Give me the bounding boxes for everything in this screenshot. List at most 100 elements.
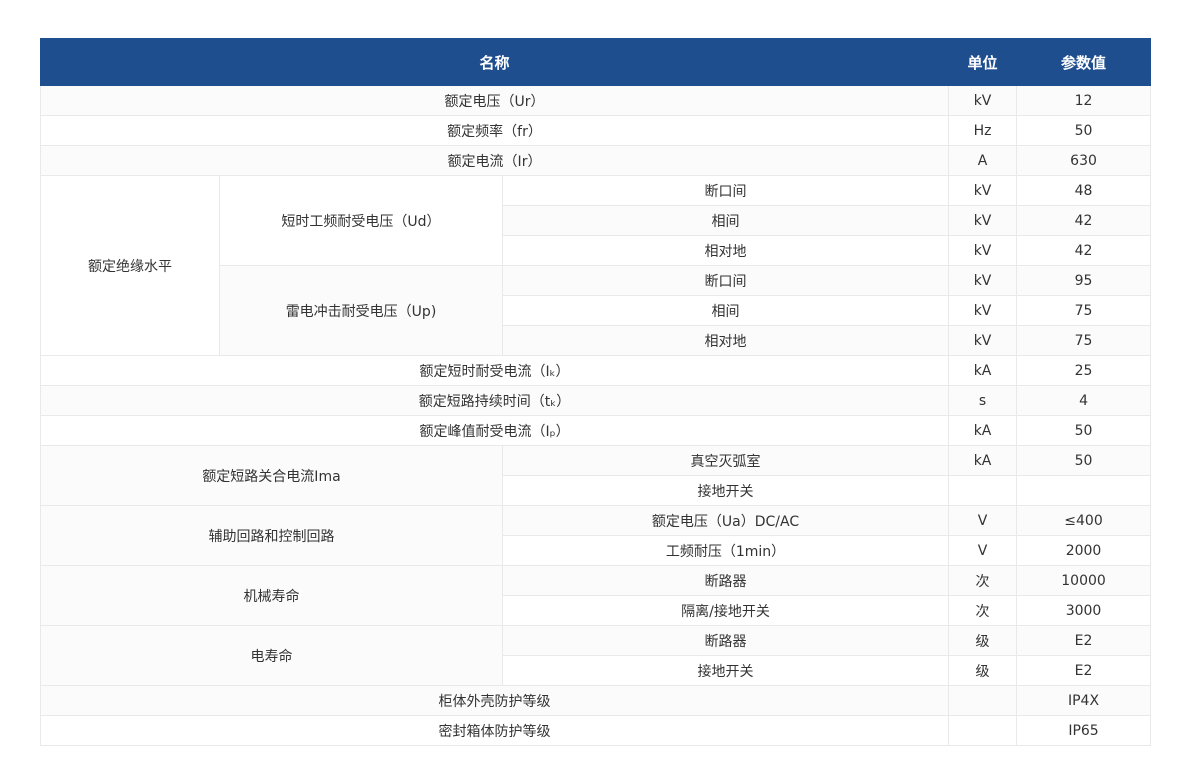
unit-cell: kV (948, 205, 1018, 236)
value-cell: 42 (1016, 235, 1152, 266)
unit-cell: 级 (948, 655, 1018, 686)
value-cell: 42 (1016, 205, 1152, 236)
param-name-cell: 相间 (501, 205, 950, 236)
param-name-cell: 工频耐压（1min） (501, 535, 950, 566)
unit-cell: V (948, 535, 1018, 566)
unit-cell: 次 (948, 565, 1018, 596)
table-row: 额定短路关合电流Ima 真空灭弧室 kA 50 (40, 445, 1152, 506)
value-cell: 3000 (1016, 595, 1152, 626)
value-cell: E2 (1016, 625, 1152, 656)
table-row: 额定绝缘水平 短时工频耐受电压（Ud） 断口间 kV 48 (40, 175, 1152, 356)
value-cell: 75 (1016, 325, 1152, 356)
table-row: 相间 kV 75 (41, 295, 1152, 326)
table-row: 密封箱体防护等级 IP65 (39, 715, 1152, 746)
value-cell: 25 (1016, 355, 1152, 386)
param-group-cell: 电寿命 (40, 625, 503, 686)
value-cell: 75 (1016, 295, 1152, 326)
header-row: 名称 单位 参数值 (39, 38, 1152, 86)
param-name-cell: 接地开关 (501, 475, 950, 506)
table-row: 相对地 kV 42 (41, 235, 1152, 266)
value-cell: 95 (1016, 265, 1152, 296)
unit-cell: kV (948, 325, 1018, 356)
spec-table-container: 名称 单位 参数值 额定电压（Ur） kV 12 额定频率（fr） Hz 50 … (39, 38, 1152, 746)
unit-cell (948, 475, 1018, 506)
table-row: 相间 kV 42 (41, 205, 1152, 236)
unit-cell: kV (948, 85, 1018, 116)
value-cell: IP65 (1016, 715, 1152, 746)
param-subgroup-cell: 短时工频耐受电压（Ud） (219, 175, 503, 266)
value-cell: 10000 (1016, 565, 1152, 596)
value-cell: ≤400 (1016, 505, 1152, 536)
param-name-cell: 额定频率（fr） (39, 115, 950, 146)
param-group-cell: 辅助回路和控制回路 (40, 505, 503, 566)
table-row: 柜体外壳防护等级 IP4X (39, 685, 1152, 716)
value-cell: IP4X (1016, 685, 1152, 716)
unit-cell: kV (948, 265, 1018, 296)
table-row: 辅助回路和控制回路 额定电压（Ua）DC/AC V ≤400 (40, 505, 1152, 566)
column-header-value: 参数值 (1016, 38, 1152, 86)
unit-cell: kV (948, 175, 1018, 206)
value-cell: 2000 (1016, 535, 1152, 566)
table-row: 电寿命 断路器 级 E2 (40, 625, 1152, 686)
value-cell: 12 (1016, 85, 1152, 116)
table-row: 雷电冲击耐受电压（Up) 断口间 kV 95 (41, 265, 1152, 356)
param-group-cell: 额定绝缘水平 (40, 175, 220, 356)
unit-cell (948, 715, 1018, 746)
unit-cell: kA (948, 415, 1018, 446)
spec-table: 名称 单位 参数值 额定电压（Ur） kV 12 额定频率（fr） Hz 50 … (39, 38, 1152, 746)
param-name-cell: 柜体外壳防护等级 (39, 685, 950, 716)
table-row: 工频耐压（1min） V 2000 (41, 535, 1152, 566)
param-name-cell: 相间 (501, 295, 950, 326)
unit-cell: kA (948, 355, 1018, 386)
param-name-cell: 断口间 (501, 175, 950, 206)
unit-cell: A (948, 145, 1018, 176)
param-name-cell: 断路器 (501, 565, 950, 596)
table-row: 相对地 kV 75 (41, 325, 1152, 356)
table-row: 额定频率（fr） Hz 50 (39, 115, 1152, 146)
param-name-cell: 断路器 (501, 625, 950, 656)
param-group-cell: 额定短路关合电流Ima (40, 445, 503, 506)
value-cell: E2 (1016, 655, 1152, 686)
table-row: 额定电流（Ir） A 630 (39, 145, 1152, 176)
unit-cell: 次 (948, 595, 1018, 626)
table-row: 额定电压（Ur） kV 12 (39, 85, 1152, 116)
unit-cell: 级 (948, 625, 1018, 656)
param-name-cell: 隔离/接地开关 (501, 595, 950, 626)
param-name-cell: 接地开关 (501, 655, 950, 686)
value-cell: 48 (1016, 175, 1152, 206)
param-group-cell: 机械寿命 (40, 565, 503, 626)
unit-cell: Hz (948, 115, 1018, 146)
param-name-cell: 额定短时耐受电流（Iₖ） (39, 355, 950, 386)
param-name-cell: 断口间 (501, 265, 950, 296)
column-header-unit: 单位 (948, 38, 1018, 86)
value-cell: 50 (1016, 415, 1152, 446)
param-name-cell: 相对地 (501, 235, 950, 266)
value-cell (1016, 475, 1152, 506)
param-name-cell: 额定电流（Ir） (39, 145, 950, 176)
value-cell: 4 (1016, 385, 1152, 416)
table-row: 额定峰值耐受电流（Iₚ） kA 50 (39, 415, 1152, 446)
param-name-cell: 额定电压（Ur） (39, 85, 950, 116)
column-header-name: 名称 (39, 38, 950, 86)
value-cell: 50 (1016, 445, 1152, 476)
unit-cell (948, 685, 1018, 716)
param-name-cell: 额定短路持续时间（tₖ） (39, 385, 950, 416)
unit-cell: V (948, 505, 1018, 536)
param-name-cell: 真空灭弧室 (501, 445, 950, 476)
unit-cell: kV (948, 295, 1018, 326)
unit-cell: kA (948, 445, 1018, 476)
table-row: 隔离/接地开关 次 3000 (41, 595, 1152, 626)
unit-cell: s (948, 385, 1018, 416)
table-row: 接地开关 级 E2 (41, 655, 1152, 686)
table-row: 额定短时耐受电流（Iₖ） kA 25 (39, 355, 1152, 386)
param-name-cell: 额定电压（Ua）DC/AC (501, 505, 950, 536)
value-cell: 630 (1016, 145, 1152, 176)
value-cell: 50 (1016, 115, 1152, 146)
param-subgroup-cell: 雷电冲击耐受电压（Up) (219, 265, 503, 356)
param-name-cell: 相对地 (501, 325, 950, 356)
table-row: 机械寿命 断路器 次 10000 (40, 565, 1152, 626)
param-name-cell: 额定峰值耐受电流（Iₚ） (39, 415, 950, 446)
param-name-cell: 密封箱体防护等级 (39, 715, 950, 746)
unit-cell: kV (948, 235, 1018, 266)
table-row: 额定短路持续时间（tₖ） s 4 (39, 385, 1152, 416)
